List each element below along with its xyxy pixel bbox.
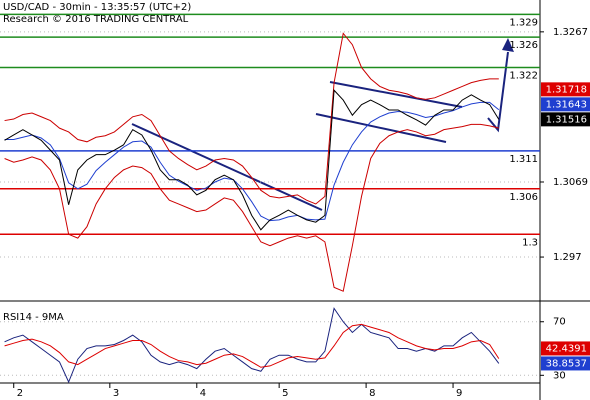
y-tick-label: 1.3069	[553, 177, 588, 188]
channel-top	[329, 81, 463, 108]
series-line	[4, 89, 500, 231]
series-line	[4, 123, 499, 292]
x-tick-label: 9	[456, 388, 462, 399]
panel-title: RSI14 - 9MA	[3, 312, 64, 323]
price-tag-label: 42.4391	[546, 343, 587, 354]
level-label: 1.329	[509, 17, 538, 28]
chart-subtitle: Research © 2016 TRADING CENTRAL	[3, 14, 189, 25]
x-tick-label: 3	[113, 388, 119, 399]
price-tag-label: 38.8537	[546, 358, 587, 369]
y-tick-label: 30	[553, 370, 566, 381]
price-tag	[541, 82, 590, 97]
price-tag-label: 1.31516	[546, 114, 587, 125]
level-label: 1.3	[522, 237, 538, 248]
price-tag	[541, 356, 590, 371]
panel: 70 30 2 3 4 5 8 9	[0, 317, 566, 399]
price-tag-label: 1.31643	[546, 99, 587, 110]
channel-bottom	[315, 113, 447, 143]
x-tick-label: 8	[369, 388, 375, 399]
series-line	[4, 307, 500, 384]
y-tick-label: 70	[553, 317, 566, 328]
level-label: 1.311	[509, 154, 538, 165]
price-tag	[541, 112, 590, 127]
x-tick-label: 5	[282, 388, 288, 399]
series-line	[4, 323, 500, 368]
price-tag	[541, 341, 590, 356]
panel: 1.3267 1.3069 1.297	[0, 27, 588, 263]
y-tick-label: 1.297	[553, 252, 582, 263]
level-label: 1.322	[509, 70, 538, 81]
x-tick-label: 4	[200, 388, 206, 399]
x-tick-label: 2	[17, 388, 23, 399]
y-tick-label: 1.3267	[553, 27, 588, 38]
price-tag-label: 1.31718	[546, 84, 587, 95]
chart-title: USD/CAD - 30min - 13:35:57 (UTC+2)	[3, 2, 191, 13]
level-label: 1.306	[509, 192, 538, 203]
arrow-head	[502, 38, 514, 52]
forecast-arrow	[487, 51, 509, 133]
series-line	[4, 32, 499, 205]
series-line	[4, 101, 500, 222]
price-tag	[541, 97, 590, 112]
level-label: 1.326	[509, 40, 538, 51]
